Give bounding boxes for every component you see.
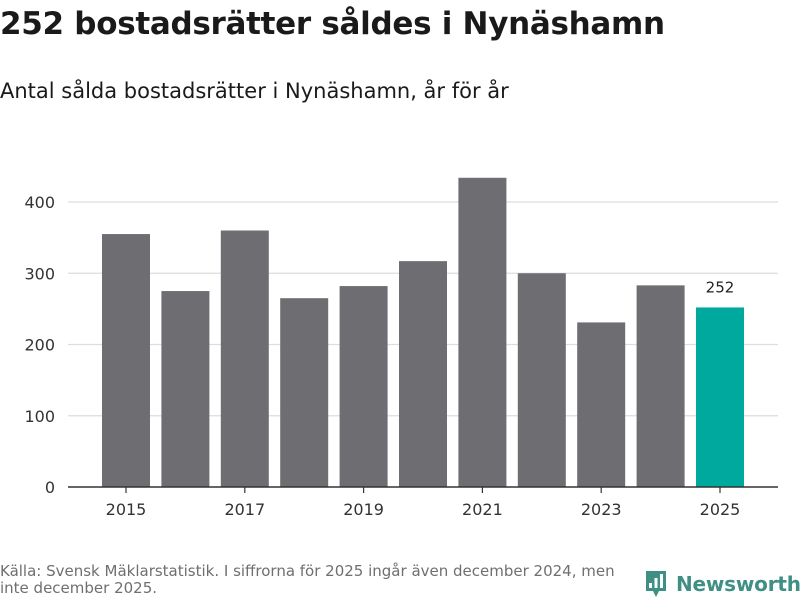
- bar-2020: [399, 261, 447, 487]
- y-tick-label-300: 300: [24, 264, 55, 283]
- bar-2015: [102, 234, 150, 487]
- newsworthy-logo-icon: [646, 571, 666, 597]
- x-tick-label-2019: 2019: [343, 500, 384, 519]
- chart-title: 252 bostadsrätter såldes i Nynäshamn: [0, 6, 665, 42]
- x-tick-label-2015: 2015: [106, 500, 147, 519]
- y-tick-label-200: 200: [24, 336, 55, 355]
- y-tick-label-400: 400: [24, 193, 55, 212]
- bar-2024: [636, 285, 685, 487]
- bar-2025: [696, 307, 744, 487]
- x-tick-label-2021: 2021: [462, 500, 503, 519]
- y-tick-label-0: 0: [45, 478, 55, 497]
- bar-2017: [220, 230, 269, 487]
- bar-2019: [339, 286, 388, 487]
- x-tick-label-2023: 2023: [581, 500, 622, 519]
- bar-2022: [517, 273, 566, 487]
- source-note: Källa: Svensk Mäklarstatistik. I siffror…: [0, 562, 615, 597]
- bar-2023: [577, 322, 626, 487]
- x-tick-label-2025: 2025: [700, 500, 741, 519]
- chart-subtitle: Antal sålda bostadsrätter i Nynäshamn, å…: [0, 79, 509, 103]
- newsworthy-logo: Newsworthy: [644, 569, 800, 599]
- bar-2016: [161, 291, 210, 487]
- bar-2021: [458, 177, 507, 487]
- y-tick-label-100: 100: [24, 407, 55, 426]
- data-label-2025: 252: [706, 278, 735, 296]
- bar-2018: [280, 298, 329, 487]
- x-tick-label-2017: 2017: [224, 500, 265, 519]
- logo-text: Newsworthy: [676, 572, 800, 596]
